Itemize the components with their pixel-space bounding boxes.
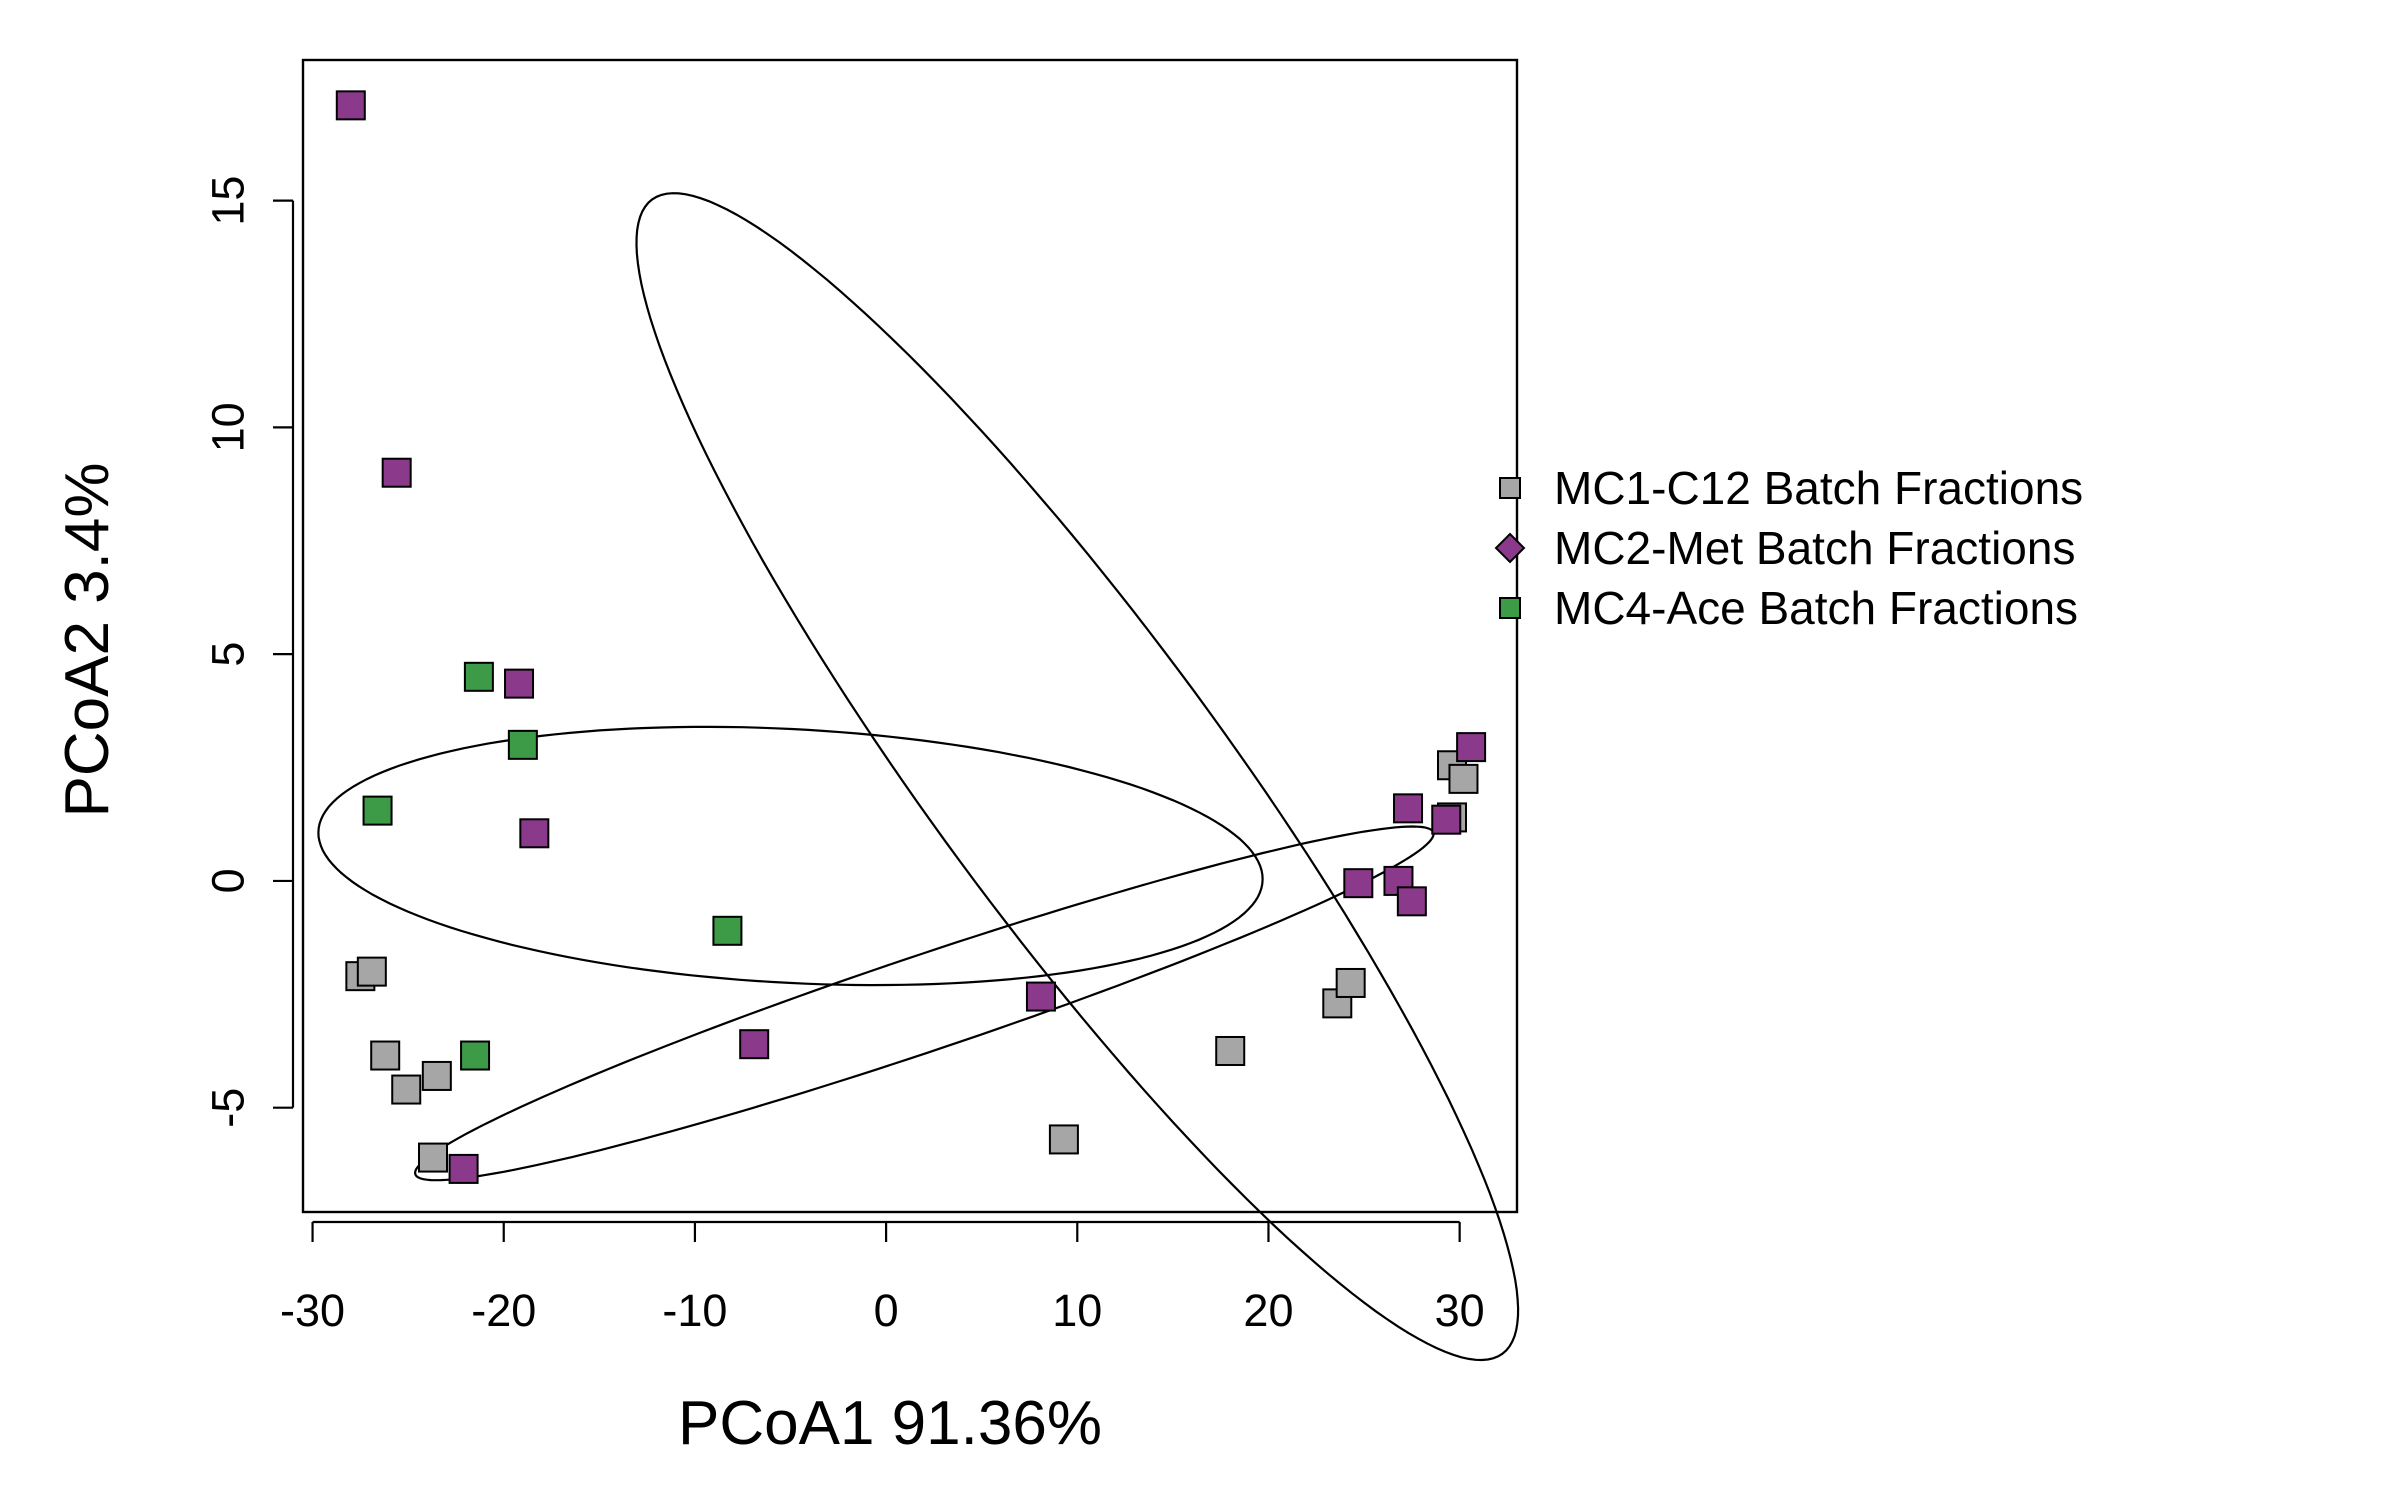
confidence-ellipse-2 (317, 725, 1264, 987)
series-2-point (381, 457, 412, 488)
x-tick-label: -30 (280, 1285, 345, 1336)
x-tick-label: 10 (1052, 1285, 1102, 1336)
x-axis: -30 -20 -10 0 10 20 30 (280, 1220, 1485, 1336)
confidence-ellipse-1 (635, 192, 1520, 1362)
series-2-point (1393, 793, 1424, 824)
series-3-point (460, 1040, 491, 1071)
series-1-point (1215, 1035, 1246, 1066)
y-tick-label: 5 (203, 642, 254, 667)
points-layer (335, 90, 1487, 1184)
y-tick-label: -5 (203, 1088, 254, 1128)
series-3-point (463, 661, 494, 692)
legend-marker (1499, 597, 1521, 619)
series-3-point (507, 729, 538, 760)
series-1-point (356, 956, 387, 987)
legend-label: MC2-Met Batch Fractions (1554, 522, 2075, 574)
legend-label: MC1-C12 Batch Fractions (1554, 462, 2083, 514)
series-1-point (418, 1142, 449, 1173)
series-1-point (1335, 967, 1366, 998)
x-axis-title: PCoA1 91.36% (678, 1389, 1102, 1458)
series-1-point (370, 1040, 401, 1071)
series-2-point (1431, 804, 1462, 835)
series-2-point (1025, 981, 1056, 1012)
series-2-point (519, 818, 550, 849)
x-tick-label: 0 (874, 1285, 899, 1336)
y-tick-label: 10 (203, 402, 254, 452)
x-tick-label: 20 (1243, 1285, 1293, 1336)
y-tick-label: 15 (203, 176, 254, 226)
series-1-point (1448, 763, 1479, 794)
legend-marker (1499, 477, 1521, 499)
series-2-point (739, 1029, 770, 1060)
y-tick-label: 0 (203, 868, 254, 893)
x-tick-label: -20 (471, 1285, 536, 1336)
series-2-point (1456, 732, 1487, 763)
series-2-point (448, 1153, 479, 1184)
series-2-point (1396, 886, 1427, 917)
series-1-point (391, 1074, 422, 1105)
plot-frame (301, 58, 1519, 1214)
series-2-point (504, 668, 535, 699)
legend: MC1-C12 Batch Fractions MC2-Met Batch Fra… (1494, 462, 2083, 634)
confidence-ellipse-3 (413, 825, 1435, 1182)
series-2-point (335, 90, 366, 121)
y-axis-title: PCoA2 3.4% (53, 463, 122, 818)
series-3-point (362, 795, 393, 826)
y-axis: -5 0 5 10 15 (203, 176, 295, 1128)
series-3-point (712, 915, 743, 946)
series-2-point (1343, 868, 1374, 899)
series-1-point (421, 1060, 452, 1091)
series-1-point (1048, 1124, 1079, 1155)
ellipse-layer (317, 192, 1520, 1362)
legend-marker (1494, 532, 1526, 564)
x-tick-label: -10 (662, 1285, 727, 1336)
legend-label: MC4-Ace Batch Fractions (1554, 582, 2078, 634)
x-tick-label: 30 (1435, 1285, 1485, 1336)
